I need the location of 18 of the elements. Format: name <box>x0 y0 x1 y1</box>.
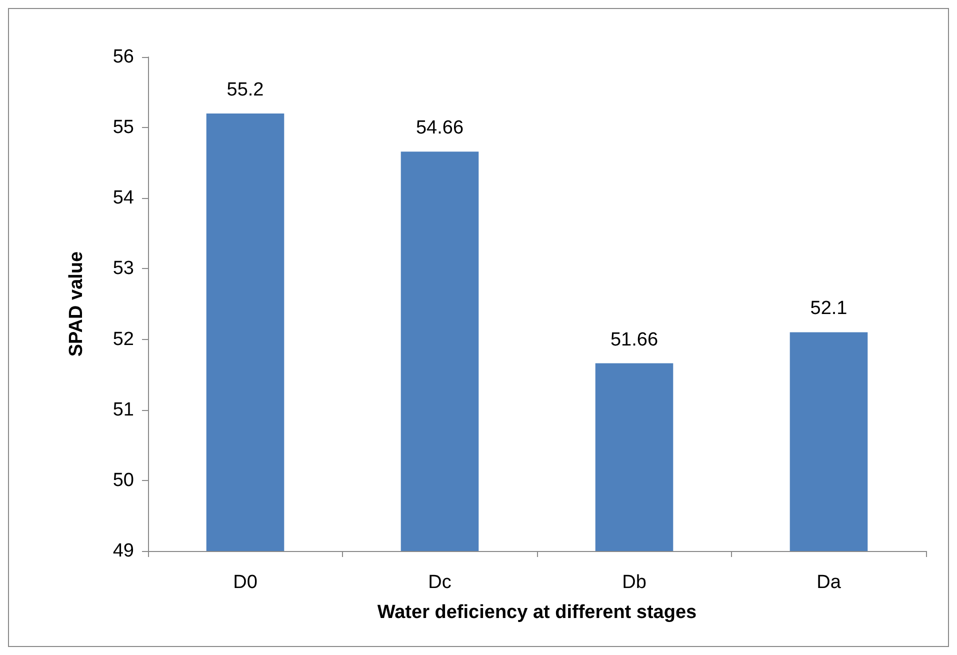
data-label: 51.66 <box>610 329 658 350</box>
y-tick-label: 51 <box>112 399 134 420</box>
y-axis-title: SPAD value <box>66 251 87 357</box>
y-tick-label: 49 <box>112 540 134 562</box>
x-tick-label: Db <box>622 572 646 593</box>
y-tick-label: 55 <box>112 117 134 138</box>
y-tick-label: 56 <box>112 46 134 68</box>
x-tick-label: Da <box>816 572 842 593</box>
data-label: 52.1 <box>810 298 848 320</box>
y-tick-label: 53 <box>112 258 134 280</box>
data-label: 55.2 <box>226 79 264 100</box>
y-tick-label: 50 <box>112 470 134 491</box>
y-tick-label: 52 <box>112 328 134 350</box>
x-tick-label: Dc <box>428 572 452 593</box>
x-axis-title: Water deficiency at different stages <box>377 602 697 623</box>
data-label: 54.66 <box>416 118 464 139</box>
y-tick-label: 54 <box>112 188 134 209</box>
x-tick-label: D0 <box>233 572 258 593</box>
